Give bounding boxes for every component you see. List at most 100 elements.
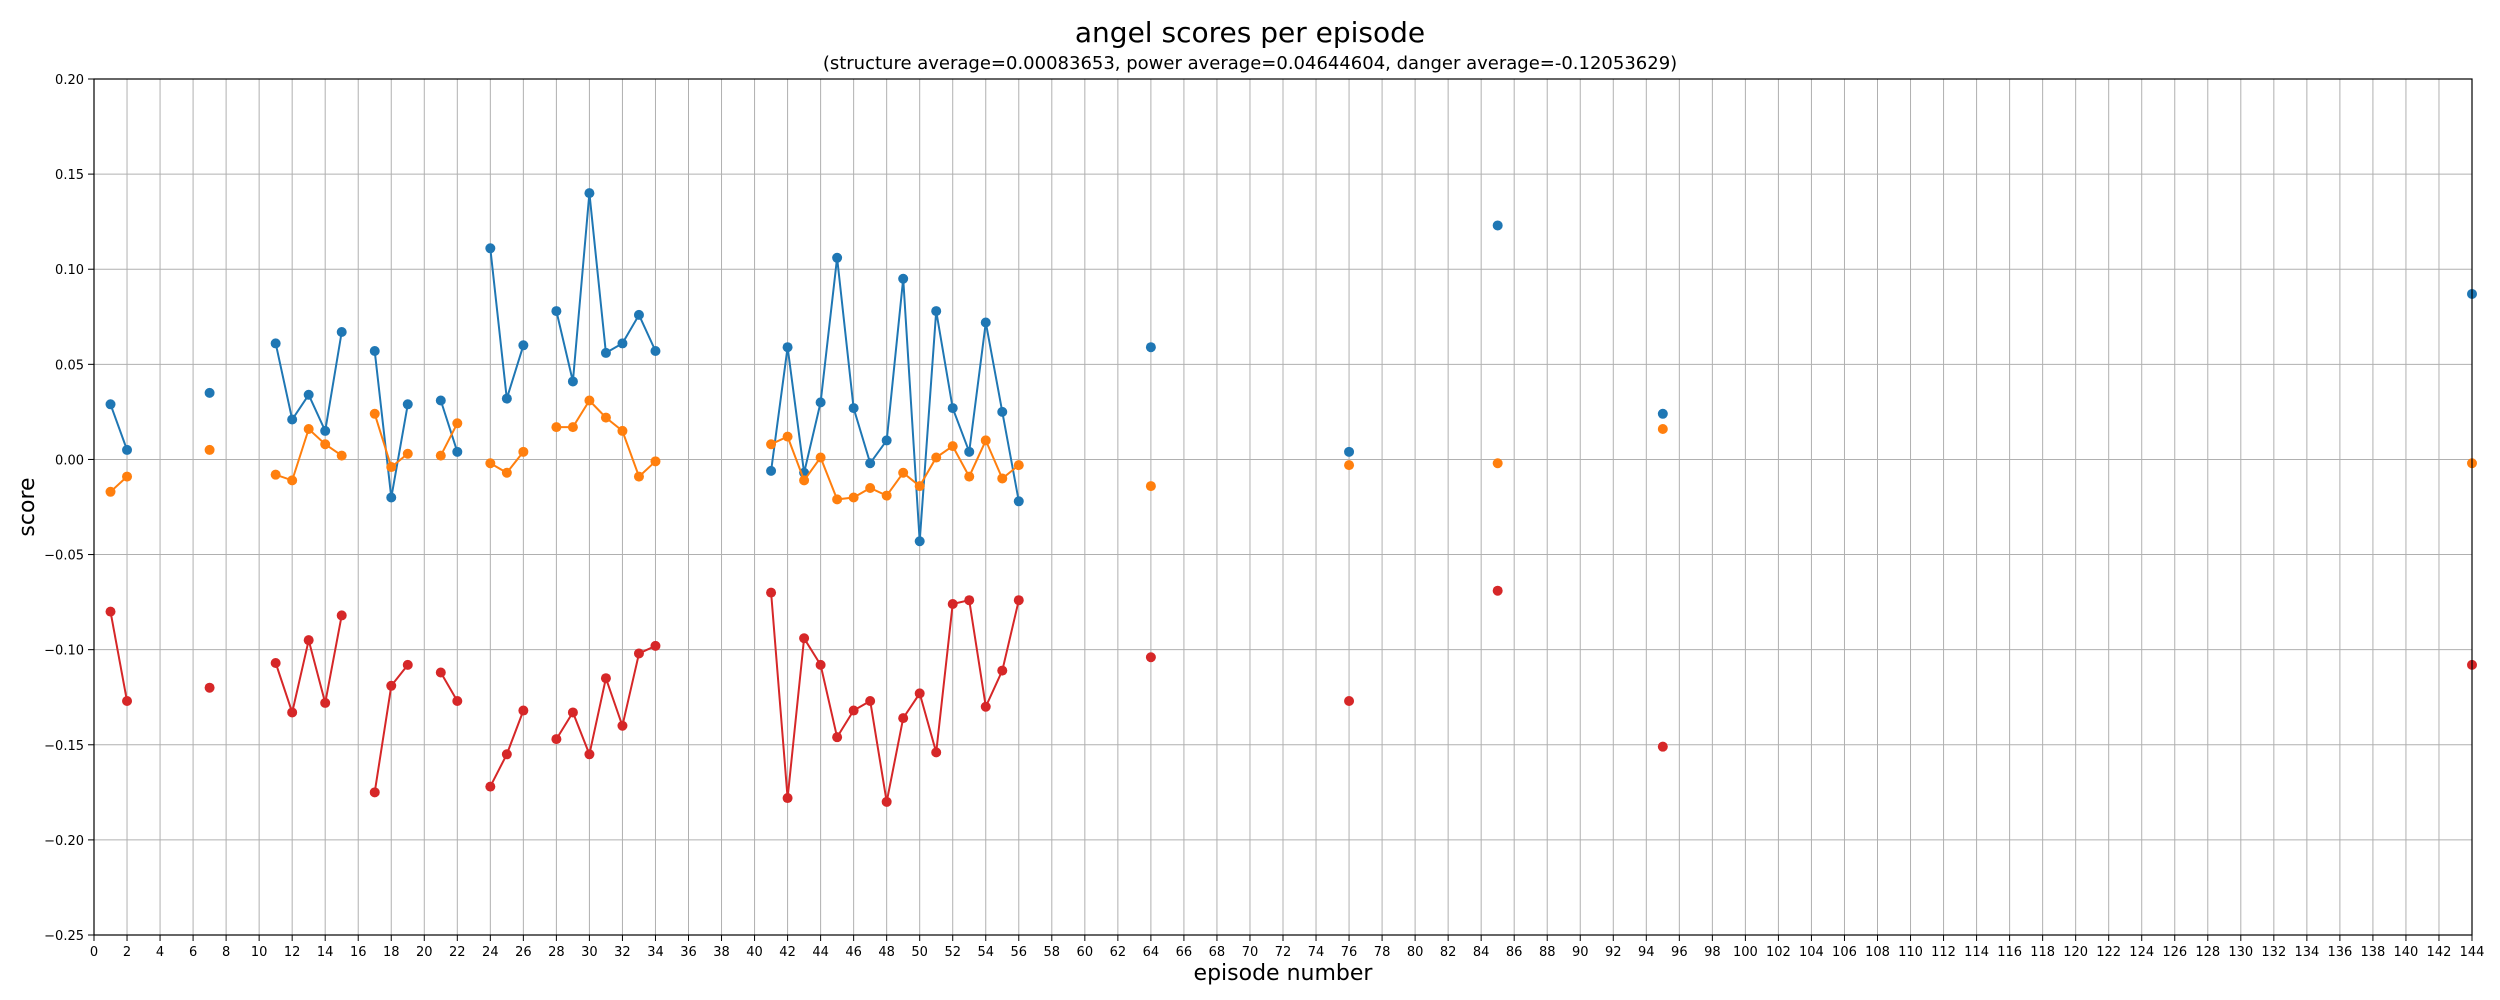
x-tick-label: 64 <box>1143 945 1160 960</box>
data-point <box>931 306 942 317</box>
data-point <box>369 787 380 798</box>
data-point <box>832 732 843 743</box>
y-tick-label: 0.10 <box>55 263 84 278</box>
data-point <box>865 696 876 707</box>
data-point <box>980 701 991 712</box>
data-point <box>980 317 991 328</box>
series-line <box>109 403 128 451</box>
x-tick-label: 16 <box>350 945 367 960</box>
x-tick-label: 106 <box>1832 945 1857 960</box>
data-point <box>1492 585 1503 596</box>
x-tick-label: 96 <box>1671 945 1688 960</box>
data-point <box>501 749 512 760</box>
data-point <box>287 707 298 718</box>
data-point <box>865 458 876 469</box>
x-tick-label: 80 <box>1407 945 1424 960</box>
x-tick-label: 76 <box>1341 945 1358 960</box>
data-point <box>832 252 843 263</box>
series-line <box>109 611 128 702</box>
data-point <box>287 475 298 486</box>
series-line <box>770 435 1020 501</box>
x-tick-label: 136 <box>2327 945 2352 960</box>
data-point <box>1657 408 1668 419</box>
data-point <box>122 471 133 482</box>
data-point <box>584 188 595 199</box>
series-line <box>274 615 343 717</box>
x-tick-label: 20 <box>416 945 433 960</box>
x-tick-label: 122 <box>2096 945 2121 960</box>
y-tick-label: −0.20 <box>44 834 84 849</box>
data-point <box>898 713 909 724</box>
data-point <box>270 338 281 349</box>
x-tick-label: 108 <box>1865 945 1890 960</box>
data-point <box>1013 595 1024 606</box>
data-point <box>815 659 826 670</box>
data-point <box>650 456 661 467</box>
data-point <box>584 395 595 406</box>
data-point <box>947 441 958 452</box>
x-tick-label: 118 <box>2030 945 2055 960</box>
data-point <box>204 387 215 398</box>
data-point <box>551 734 562 745</box>
data-point <box>898 467 909 478</box>
x-tick-label: 50 <box>911 945 928 960</box>
x-tick-label: 14 <box>317 945 334 960</box>
y-tick-label: 0.05 <box>55 358 84 373</box>
x-tick-label: 84 <box>1473 945 1490 960</box>
y-tick-label: −0.15 <box>44 739 84 754</box>
x-tick-label: 134 <box>2294 945 2319 960</box>
data-point <box>1013 496 1024 507</box>
data-point <box>122 696 133 707</box>
x-tick-label: 142 <box>2427 945 2452 960</box>
data-point <box>848 705 859 716</box>
data-point <box>600 347 611 358</box>
data-point <box>766 465 777 476</box>
data-point <box>931 747 942 758</box>
data-point <box>518 340 529 351</box>
x-tick-label: 70 <box>1242 945 1259 960</box>
data-point <box>600 412 611 423</box>
x-tick-label: 72 <box>1275 945 1292 960</box>
x-tick-label: 28 <box>548 945 565 960</box>
data-point <box>452 446 463 457</box>
data-point <box>204 682 215 693</box>
data-point <box>997 473 1008 484</box>
y-tick-label: 0.00 <box>55 453 84 468</box>
x-axis-label: episode number <box>1194 961 1374 986</box>
data-point <box>501 467 512 478</box>
data-point <box>600 673 611 684</box>
data-point <box>848 403 859 414</box>
x-tick-label: 94 <box>1638 945 1655 960</box>
data-point <box>914 536 925 547</box>
data-point <box>518 446 529 457</box>
data-point <box>105 399 116 410</box>
series-2 <box>105 585 2477 807</box>
data-point <box>1145 342 1156 353</box>
data-point <box>617 425 628 436</box>
x-tick-label: 32 <box>614 945 631 960</box>
x-tick-label: 100 <box>1733 945 1758 960</box>
data-point <box>402 659 413 670</box>
data-point <box>435 395 446 406</box>
series-0 <box>105 188 2477 547</box>
data-point <box>435 667 446 678</box>
data-point <box>386 462 397 473</box>
x-tick-label: 86 <box>1506 945 1523 960</box>
data-point <box>848 492 859 503</box>
series-line <box>275 427 343 482</box>
data-point <box>567 707 578 718</box>
data-point <box>1657 741 1668 752</box>
data-point <box>947 599 958 610</box>
data-point <box>650 640 661 651</box>
y-tick-label: −0.10 <box>44 644 84 659</box>
data-point <box>402 399 413 410</box>
x-tick-label: 22 <box>449 945 466 960</box>
x-tick-label: 42 <box>779 945 796 960</box>
chart-title: angel scores per episode <box>1075 16 1425 49</box>
x-tick-label: 130 <box>2228 945 2253 960</box>
y-tick-label: −0.05 <box>44 549 84 564</box>
x-tick-label: 46 <box>845 945 862 960</box>
y-tick-label: 0.15 <box>55 168 84 183</box>
series-line <box>489 710 525 788</box>
